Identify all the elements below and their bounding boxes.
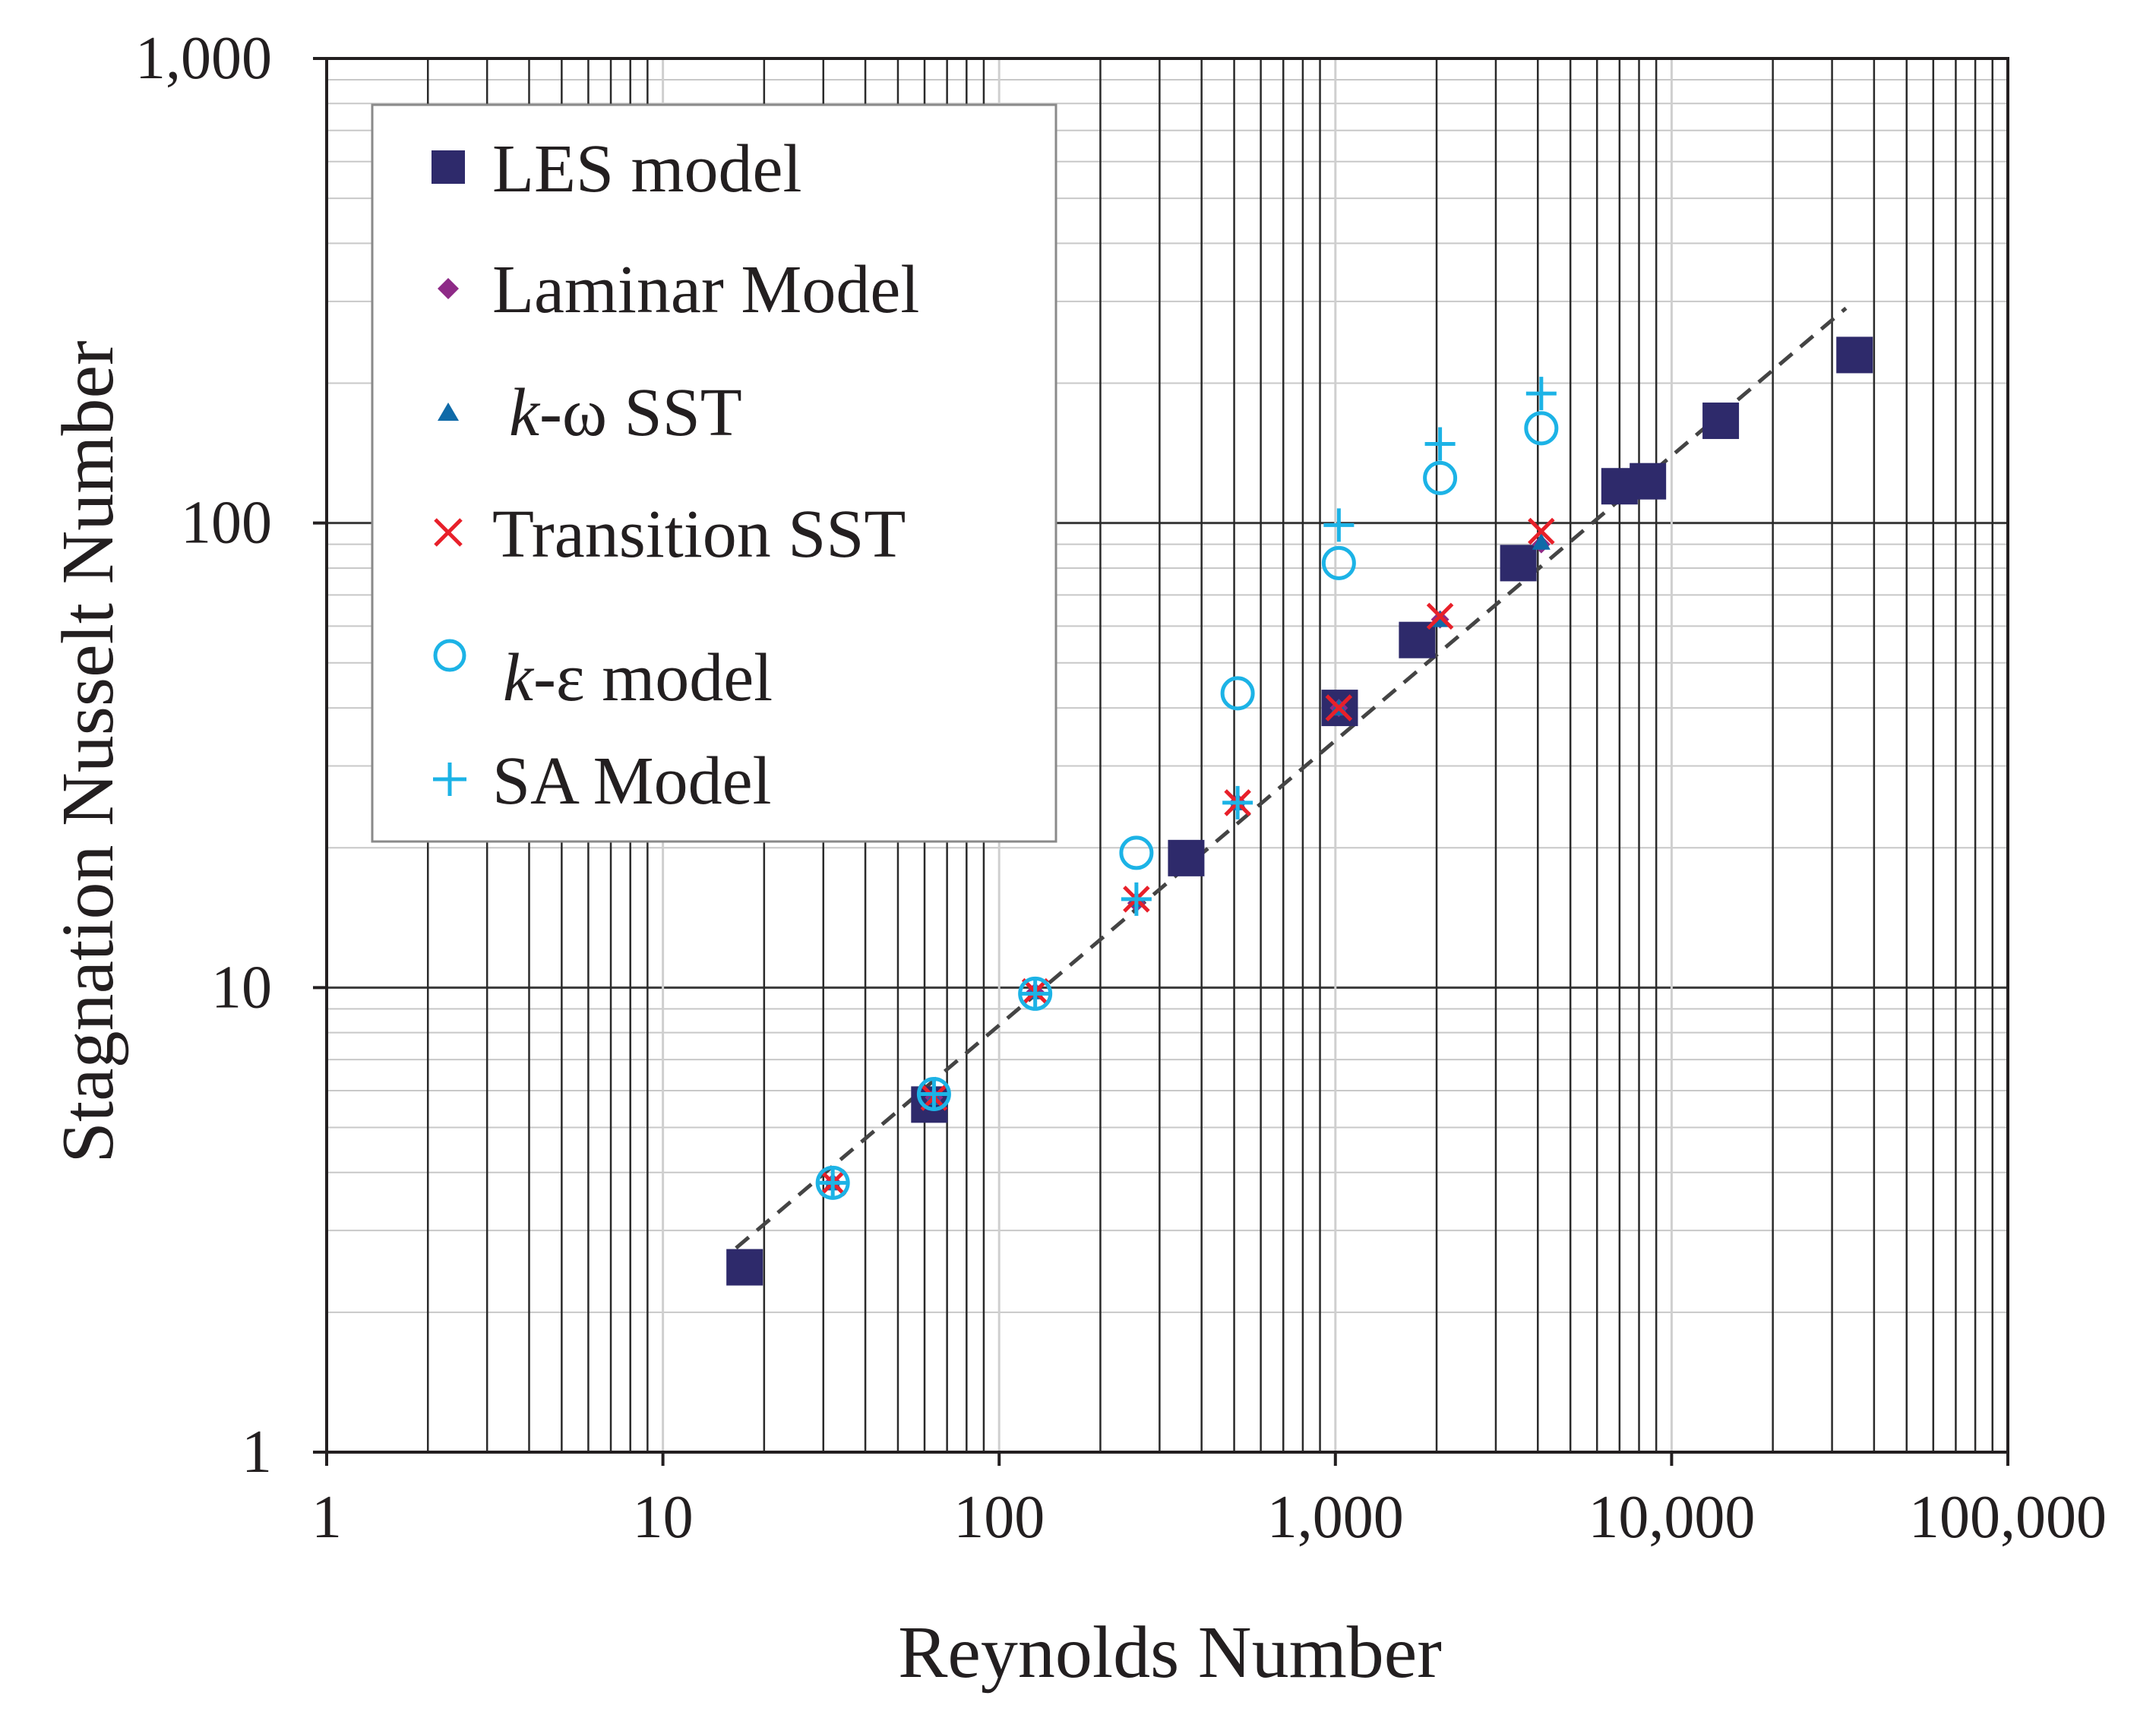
- x-tick-label: 1: [311, 1484, 342, 1551]
- data-points: [726, 336, 1873, 1286]
- legend-label-transition: Transition SST: [492, 497, 906, 572]
- kw-sst-point: [1532, 532, 1551, 550]
- y-tick-label: 10: [211, 954, 272, 1021]
- sa-point: [1222, 785, 1253, 819]
- x-axis-title: Reynolds Number: [898, 1612, 1442, 1694]
- sa-point: [1424, 427, 1456, 461]
- legend-label-ke-k: k: [503, 640, 535, 715]
- transition-sst-point: [1528, 517, 1555, 545]
- sa-point: [817, 1166, 849, 1200]
- les-point: [726, 1249, 763, 1286]
- legend-label-kw-k: k: [509, 375, 541, 450]
- y-tick-label: 100: [181, 490, 272, 557]
- legend: LES model Laminar Model k-ω SST Transiti…: [371, 103, 1057, 843]
- legend-marker-transition: [434, 518, 463, 547]
- axis-ticks: 1 10 100 1,000 10,000 100,000 1 10 100 1,000: [135, 25, 2107, 1551]
- x-tick-label: 100: [953, 1484, 1045, 1551]
- ke-point: [1423, 460, 1458, 495]
- legend-label-ke: k-ε model: [503, 640, 773, 715]
- les-point: [1702, 403, 1740, 440]
- legend-label-laminar: Laminar Model: [492, 252, 919, 327]
- y-tick-label: 1,000: [135, 25, 272, 92]
- les-point: [1630, 463, 1667, 500]
- les-point: [1168, 839, 1205, 876]
- sa-point: [1525, 377, 1557, 411]
- sa-point: [1121, 882, 1152, 916]
- x-tick-label: 1,000: [1267, 1484, 1404, 1551]
- legend-marker-sa: [433, 763, 466, 796]
- y-tick-label: 1: [242, 1419, 272, 1486]
- legend-label-kw-rest: -ω SST: [539, 375, 742, 450]
- sa-point: [1020, 977, 1051, 1011]
- legend-label-ke-rest: -ε model: [533, 640, 773, 715]
- ke-point: [1119, 835, 1154, 870]
- ke-point: [1321, 545, 1356, 580]
- legend-marker-ke: [433, 639, 466, 672]
- les-point: [1500, 545, 1537, 582]
- legend-marker-les: [432, 150, 465, 184]
- legend-label-les: LES model: [492, 131, 801, 207]
- ke-point: [1220, 676, 1255, 711]
- transition-sst-point: [1426, 602, 1454, 630]
- x-tick-label: 10,000: [1588, 1484, 1755, 1551]
- legend-label-laminar-text: Laminar Model: [492, 252, 919, 327]
- legend-box: [371, 103, 1057, 843]
- les-point: [1836, 336, 1873, 374]
- x-tick-label: 10: [633, 1484, 694, 1551]
- legend-label-sa: SA Model: [492, 744, 772, 819]
- ke-point: [1524, 411, 1559, 446]
- y-axis-title: Stagnation Nusselt Number: [47, 340, 129, 1163]
- transition-sst-point: [1325, 694, 1353, 722]
- legend-marker-kw: [438, 403, 459, 421]
- sa-point: [918, 1077, 950, 1111]
- sa-point: [1323, 508, 1355, 542]
- legend-marker-laminar: [438, 278, 459, 299]
- legend-label-kw: k-ω SST: [509, 375, 742, 450]
- plot-frame: [325, 57, 2009, 1454]
- x-tick-label: 100,000: [1909, 1484, 2107, 1551]
